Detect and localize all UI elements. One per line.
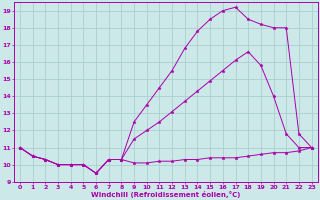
X-axis label: Windchill (Refroidissement éolien,°C): Windchill (Refroidissement éolien,°C) bbox=[91, 191, 240, 198]
